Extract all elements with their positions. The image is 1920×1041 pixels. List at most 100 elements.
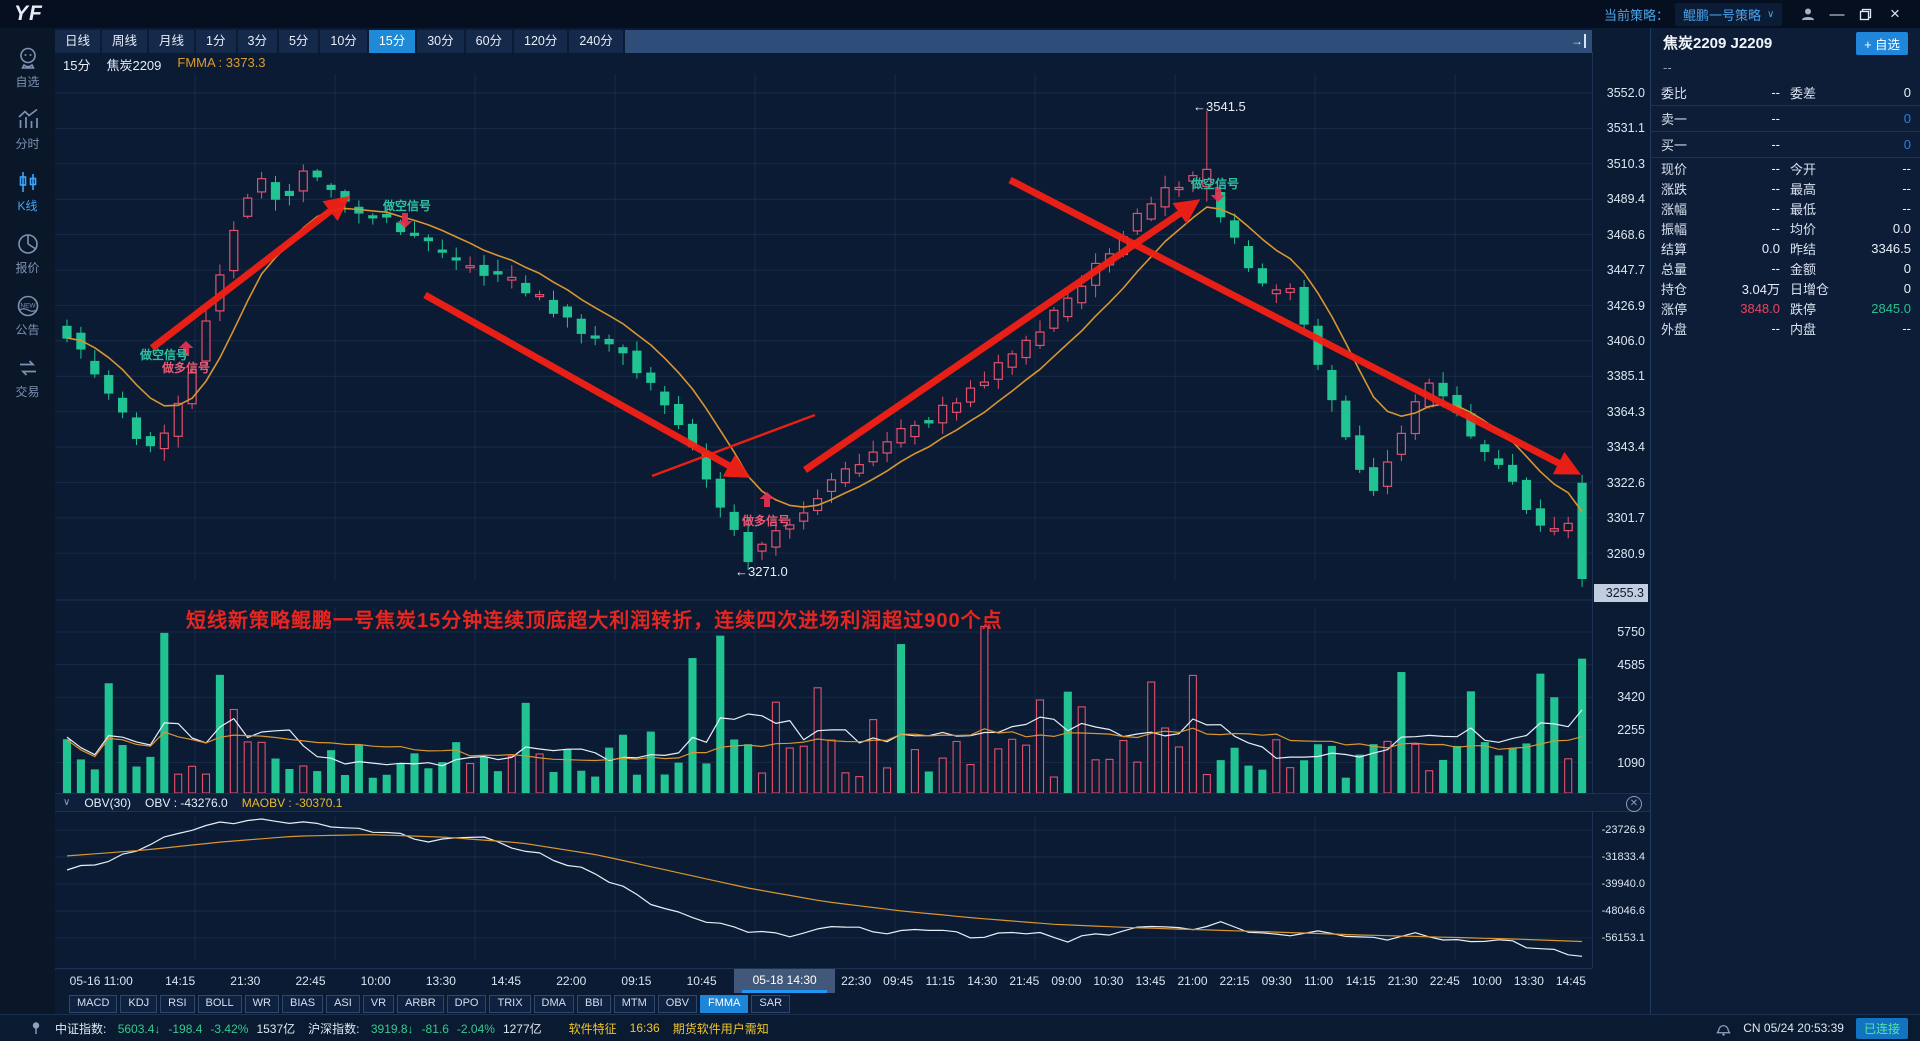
quote-label: 总量 (1661, 261, 1688, 277)
volume-tick: 1090 (1617, 755, 1645, 770)
index-quote: 沪深指数: 3919.8↓ -81.6 -2.04% 1277亿 (308, 1021, 542, 1036)
timeframe-button-30分[interactable]: 30分 (417, 30, 464, 53)
price-tick: 3447.7 (1606, 263, 1645, 278)
time-label: 09:15 (621, 974, 652, 988)
timeframe-button-15分[interactable]: 15分 (368, 30, 416, 53)
indicator-tab-FMMA[interactable]: FMMA (700, 995, 749, 1013)
timeframe-button-月线[interactable]: 月线 (149, 30, 195, 53)
trend-arrow (149, 195, 350, 351)
quote-value: -- (1902, 160, 1911, 176)
timeframe-button-10分[interactable]: 10分 (320, 30, 367, 53)
quote-row-现价: 现价 -- 今开 -- (1651, 158, 1920, 178)
indicator-tab-MTM[interactable]: MTM (613, 995, 655, 1013)
time-label: 14:45 (1555, 974, 1586, 988)
quote-panel: 焦炭2209 J2209 + 自选 -- 委比 -- 委差 0 卖一 -- 0 买一 -- 0 现价… (1650, 28, 1920, 1040)
time-label: 13:30 (1513, 974, 1544, 988)
quote-value: 0.0 (1761, 240, 1780, 256)
indicator-tab-BBI[interactable]: BBI (577, 995, 611, 1013)
quote-value: 0 (1903, 260, 1911, 276)
quote-row-涨停: 涨停 3848.0 跌停 2845.0 (1651, 298, 1920, 318)
collapse-chevron-icon[interactable]: ∨ (63, 797, 71, 808)
indicator-tab-SAR[interactable]: SAR (751, 995, 791, 1013)
indicator-tab-BIAS[interactable]: BIAS (281, 995, 324, 1013)
obv-tick: -48046.6 (1601, 905, 1645, 917)
timeframe-button-3分[interactable]: 3分 (237, 30, 277, 53)
obv-tick: -39940.0 (1601, 878, 1645, 890)
minimize-button[interactable]: — (1829, 5, 1845, 23)
sidebar-item-trade[interactable]: 交易 (0, 355, 55, 400)
indicator-tab-MACD[interactable]: MACD (69, 995, 118, 1013)
quote-label: 买一 (1661, 138, 1688, 153)
quote-row-涨幅: 涨幅 -- 最低 -- (1651, 198, 1920, 218)
collapse-toolbar-icon[interactable]: → (1571, 34, 1586, 48)
timeframe-toolbar: 日线 周线 月线 1分 3分 5分 10分 15分 30分 60分 120分 240分 → (55, 30, 1592, 53)
time-label: 22:15 (1219, 974, 1250, 988)
time-label: 10:30 (1093, 974, 1124, 988)
quote-label: 委差 (1790, 86, 1817, 101)
indicator-tab-DMA[interactable]: DMA (533, 995, 574, 1013)
toolbar-strip: → (624, 30, 1592, 53)
quotes-icon (0, 231, 55, 257)
timeframe-button-5分[interactable]: 5分 (278, 30, 319, 53)
timeframe-button-周线[interactable]: 周线 (102, 30, 148, 53)
kline-chart[interactable] (55, 52, 1592, 968)
status-bar: 中证指数: 5603.4↓ -198.4 -3.42% 1537亿 沪深指数: 3919… (0, 1014, 1920, 1041)
sidebar-item-quotes[interactable]: 报价 (0, 231, 55, 276)
indicator-tab-VR[interactable]: VR (362, 995, 395, 1013)
timeframe-button-120分[interactable]: 120分 (514, 30, 568, 53)
quote-row-涨跌: 涨跌 -- 最高 -- (1651, 178, 1920, 198)
notice-link[interactable]: 16:36 (629, 1021, 660, 1035)
time-label: 22:30 (841, 974, 872, 988)
titlebar: YF 当前策略： 鲲鹏一号策略 ∨ — × (0, 0, 1920, 28)
strategy-selector[interactable]: 当前策略： 鲲鹏一号策略 ∨ (1604, 0, 1783, 28)
notice-link[interactable]: 期货软件用户需知 (672, 1021, 769, 1036)
indicator-tab-KDJ[interactable]: KDJ (120, 995, 158, 1013)
quote-label: 内盘 (1790, 321, 1817, 337)
price-tick: 3552.0 (1606, 86, 1645, 100)
close-indicator-icon[interactable]: ✕ (1626, 796, 1642, 812)
indicator-tab-DPO[interactable]: DPO (446, 995, 487, 1013)
sidebar-item-kline[interactable]: K线 (0, 169, 55, 214)
timeframe-button-60分[interactable]: 60分 (465, 30, 513, 53)
trade-icon (0, 355, 55, 381)
quote-label: 卖一 (1661, 112, 1688, 127)
user-icon[interactable] (1793, 0, 1823, 28)
close-button[interactable]: × (1890, 4, 1900, 23)
restore-button[interactable] (1850, 0, 1880, 28)
price-axis: 3552.0 3531.1 3510.3 3489.4 3468.6 3447.7 3426… (1592, 52, 1651, 968)
obv-indicator-header: ∨ OBV(30) OBV : -43276.0 MAOBV : -30370.… (55, 793, 1650, 812)
indicator-tab-WR[interactable]: WR (244, 995, 279, 1013)
trend-arrow (803, 199, 1201, 473)
indicator-tab-ARBR[interactable]: ARBR (397, 995, 444, 1013)
bell-icon[interactable] (1716, 1021, 1731, 1036)
timeframe-button-日线[interactable]: 日线 (55, 30, 101, 53)
quote-label: 跌停 (1790, 301, 1817, 317)
maobv-value: MAOBV : -30370.1 (241, 795, 343, 810)
quote-value: -- (1771, 85, 1780, 100)
sidebar-item-announcements[interactable]: NEW 公告 (0, 293, 55, 338)
time-label: 05-16 11:00 (69, 974, 133, 988)
chart-indicator-value: FMMA : 3373.3 (177, 55, 266, 70)
sidebar-item-intraday[interactable]: 分时 (0, 107, 55, 152)
indicator-tab-BOLL[interactable]: BOLL (197, 995, 242, 1013)
pin-icon[interactable] (30, 1021, 42, 1035)
connection-status-badge[interactable]: 已连接 (1855, 1017, 1908, 1039)
timeframe-button-1分[interactable]: 1分 (196, 30, 236, 53)
add-favorite-button[interactable]: + 自选 (1856, 32, 1908, 55)
chevron-down-icon: ∨ (1767, 8, 1775, 20)
time-label: 22:45 (1429, 974, 1460, 988)
price-tick: 3280.9 (1606, 546, 1645, 561)
time-label-highlighted: 05-18 14:30 (734, 969, 836, 993)
indicator-tab-ASI[interactable]: ASI (326, 995, 360, 1013)
quote-value: -- (1771, 160, 1780, 176)
sidebar-item-favorites[interactable]: 自选 (0, 45, 55, 90)
sidebar-item-label: K线 (17, 199, 38, 213)
indicator-tab-OBV[interactable]: OBV (657, 995, 698, 1013)
strategy-dropdown[interactable]: 鲲鹏一号策略 ∨ (1675, 2, 1783, 26)
indicator-tab-TRIX[interactable]: TRIX (489, 995, 531, 1013)
quote-row-结算: 结算 0.0 昨结 3346.5 (1651, 238, 1920, 258)
timeframe-button-240分[interactable]: 240分 (569, 30, 623, 53)
indicator-tab-RSI[interactable]: RSI (160, 995, 195, 1013)
notice-link[interactable]: 软件特征 (568, 1021, 617, 1036)
